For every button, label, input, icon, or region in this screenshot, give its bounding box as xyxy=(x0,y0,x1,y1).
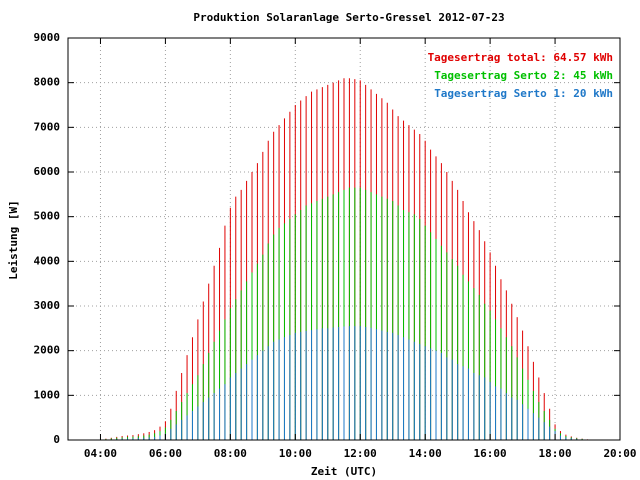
x-tick-label: 14:00 xyxy=(409,447,442,460)
legend-entry: Tagesertrag Serto 1: 20 kWh xyxy=(434,87,613,100)
x-tick-label: 12:00 xyxy=(344,447,377,460)
y-tick-label: 4000 xyxy=(34,254,61,267)
legend-entry: Tagesertrag total: 64.57 kWh xyxy=(428,51,613,64)
y-tick-label: 9000 xyxy=(34,31,61,44)
x-tick-label: 06:00 xyxy=(149,447,182,460)
x-tick-label: 18:00 xyxy=(538,447,571,460)
x-tick-label: 16:00 xyxy=(474,447,507,460)
y-tick-label: 2000 xyxy=(34,344,61,357)
legend-entry: Tagesertrag Serto 2: 45 kWh xyxy=(434,69,613,82)
y-tick-label: 7000 xyxy=(34,120,61,133)
y-tick-label: 6000 xyxy=(34,165,61,178)
x-tick-label: 20:00 xyxy=(603,447,636,460)
y-tick-label: 3000 xyxy=(34,299,61,312)
marks xyxy=(99,78,589,440)
x-tick-label: 04:00 xyxy=(84,447,117,460)
x-tick-label: 10:00 xyxy=(279,447,312,460)
chart-title: Produktion Solaranlage Serto-Gressel 201… xyxy=(193,11,504,24)
plot-frame xyxy=(67,37,621,441)
axes: 0 1000 2000 3000 4000 5000 6000 7000 8000 9000 04:… xyxy=(34,31,637,460)
y-tick-label: 5000 xyxy=(34,210,61,223)
y-tick-label: 8000 xyxy=(34,76,61,89)
y-tick-label: 1000 xyxy=(34,388,61,401)
x-tick-label: 08:00 xyxy=(214,447,247,460)
y-axis-label: Leistung [W] xyxy=(7,200,20,279)
x-axis-label: Zeit (UTC) xyxy=(311,465,377,478)
y-tick-label: 0 xyxy=(53,433,60,446)
